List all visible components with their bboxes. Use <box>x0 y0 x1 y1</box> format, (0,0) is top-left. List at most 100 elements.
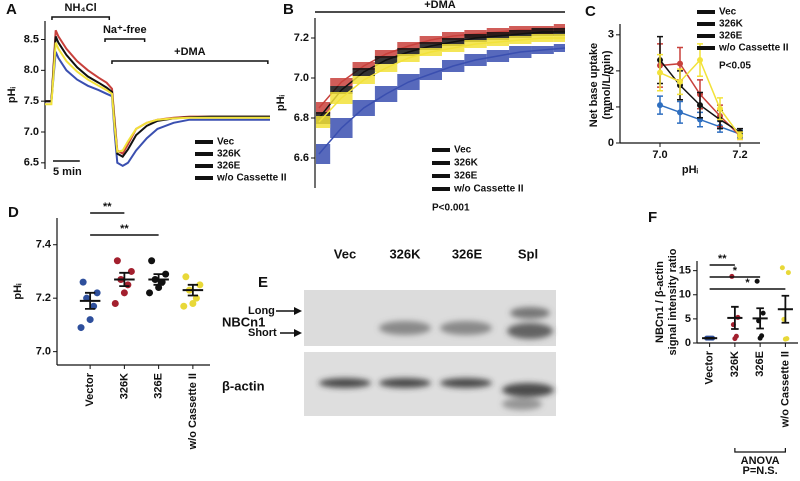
data-point <box>182 273 190 281</box>
data-point <box>785 270 791 276</box>
data-point <box>657 102 663 109</box>
data-point <box>677 78 683 85</box>
blot-panel: E Vec 326K 326E Spl NBCn1 β-actin Long S… <box>222 246 556 416</box>
sem-bar <box>187 283 199 297</box>
y-tick-label: 3 <box>608 29 614 41</box>
series-line <box>45 36 270 159</box>
data-point <box>77 324 85 332</box>
data-point <box>120 289 128 297</box>
data-point <box>697 57 703 64</box>
band <box>440 378 492 388</box>
x-tick-label: 7.2 <box>732 149 747 161</box>
y-tick-label: 7.0 <box>294 72 309 84</box>
data-point <box>127 267 135 275</box>
data-point <box>732 336 738 342</box>
y-tick-label: 1 <box>608 101 614 113</box>
y-tick-label: 15 <box>679 265 691 277</box>
data-point <box>124 281 132 289</box>
legend-label: 326K <box>217 149 242 160</box>
band <box>379 321 431 335</box>
legend-label: 326K <box>719 19 744 30</box>
arrow-head <box>294 329 302 337</box>
data-point <box>782 336 788 342</box>
error-band <box>316 116 331 128</box>
sem-bar <box>153 273 164 286</box>
data-point <box>657 69 663 76</box>
data-point <box>155 283 163 291</box>
data-point <box>779 265 785 271</box>
data-point <box>760 310 766 316</box>
panel-letter: A <box>6 1 17 18</box>
y-tick-label: 6.6 <box>294 152 309 164</box>
data-point <box>677 109 683 116</box>
band <box>440 321 492 335</box>
y-axis-label: (mmol/L/min) <box>601 50 613 119</box>
panel-letter: E <box>258 274 268 291</box>
annotation-label: +DMA <box>424 0 456 11</box>
legend: Vec 326K 326E w/o Cassette II P<0.001 <box>432 145 524 214</box>
series-line <box>318 47 566 155</box>
legend-label: Vec <box>454 145 472 156</box>
y-axis-label: pHᵢ <box>12 283 24 300</box>
annotation-label: +DMA <box>174 46 206 58</box>
annotation: P<0.05 <box>719 61 751 72</box>
data-point <box>737 132 743 139</box>
lane-label: 326E <box>452 246 483 261</box>
y-tick-label: 6.8 <box>294 112 309 124</box>
x-tick-label: w/o Cassette II <box>779 351 791 428</box>
x-tick-label: Vector <box>704 350 716 384</box>
annotation-label: NH₄Cl <box>65 2 97 14</box>
legend-label: 326E <box>454 171 478 182</box>
x-tick-label: Vector <box>84 372 96 406</box>
error-band <box>316 144 331 164</box>
band-label: Long <box>248 305 275 317</box>
legend-label: w/o Cassette II <box>718 43 789 54</box>
lane-label: Spl <box>518 246 538 261</box>
data-point <box>113 257 121 265</box>
data-point <box>754 278 760 284</box>
data-point <box>180 302 188 310</box>
band <box>502 383 554 397</box>
x-tick-label: 326E <box>153 373 165 399</box>
y-tick-label: 0 <box>608 137 614 149</box>
significance-label: ** <box>103 201 112 213</box>
y-tick-label: 7.2 <box>294 32 309 44</box>
footnote-bracket <box>734 448 786 453</box>
panel-letter: C <box>585 3 596 20</box>
x-tick-label: 326K <box>118 373 130 399</box>
y-axis-label: pHᵢ <box>6 86 18 103</box>
legend-label: 326E <box>217 161 241 172</box>
annotation-bar <box>104 38 146 42</box>
panel-letter: F <box>648 209 657 226</box>
y-tick-label: 7.0 <box>36 346 51 358</box>
row-label: NBCn1 <box>222 314 265 329</box>
data-point <box>189 300 197 308</box>
series-line <box>45 42 270 153</box>
panel-letter: B <box>283 1 294 18</box>
x-tick-label: 326K <box>729 351 741 377</box>
annotation-bar <box>111 60 269 64</box>
data-point <box>86 316 94 324</box>
data-point <box>90 302 98 310</box>
arrow-head <box>294 307 302 315</box>
y-tick-label: 7.0 <box>24 126 39 138</box>
y-tick-label: 5 <box>685 313 691 325</box>
lane-label: 326K <box>389 246 421 261</box>
x-tick-label: 326E <box>754 351 766 377</box>
row-label: β-actin <box>222 378 265 393</box>
legend-label: Vec <box>217 137 235 148</box>
x-axis-label: pHᵢ <box>682 164 699 176</box>
legend-label: w/o Cassette II <box>453 184 524 195</box>
footnote: P=N.S. <box>743 465 778 477</box>
y-tick-label: 10 <box>679 289 691 301</box>
y-tick-label: 7.2 <box>36 292 51 304</box>
x-tick-label: 7.0 <box>652 149 667 161</box>
sem-bar <box>781 294 790 324</box>
data-point <box>162 270 170 278</box>
data-point <box>93 289 101 297</box>
data-point <box>717 105 723 112</box>
sem-bar <box>756 307 764 330</box>
y-tick-label: 7.4 <box>36 239 52 251</box>
